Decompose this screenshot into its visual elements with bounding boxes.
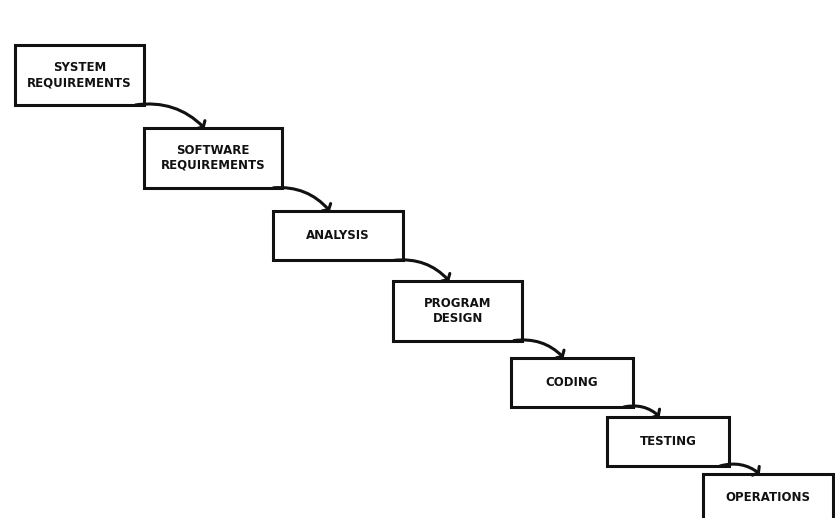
FancyBboxPatch shape [15, 45, 144, 105]
Text: OPERATIONS: OPERATIONS [726, 491, 811, 504]
FancyBboxPatch shape [393, 281, 523, 341]
FancyArrowPatch shape [274, 188, 331, 211]
Text: SYSTEM
REQUIREMENTS: SYSTEM REQUIREMENTS [27, 61, 132, 89]
FancyArrowPatch shape [135, 104, 205, 128]
FancyArrowPatch shape [395, 260, 450, 281]
FancyBboxPatch shape [703, 474, 833, 518]
Text: PROGRAM
DESIGN: PROGRAM DESIGN [424, 297, 491, 325]
Text: SOFTWARE
REQUIREMENTS: SOFTWARE REQUIREMENTS [160, 144, 266, 172]
FancyArrowPatch shape [720, 464, 759, 475]
FancyBboxPatch shape [144, 128, 282, 188]
FancyBboxPatch shape [607, 416, 728, 466]
FancyBboxPatch shape [274, 211, 403, 260]
Text: TESTING: TESTING [640, 435, 696, 448]
Text: CODING: CODING [545, 376, 599, 389]
FancyBboxPatch shape [511, 357, 633, 407]
FancyArrowPatch shape [514, 340, 564, 358]
FancyArrowPatch shape [625, 406, 660, 418]
Text: ANALYSIS: ANALYSIS [306, 229, 370, 242]
